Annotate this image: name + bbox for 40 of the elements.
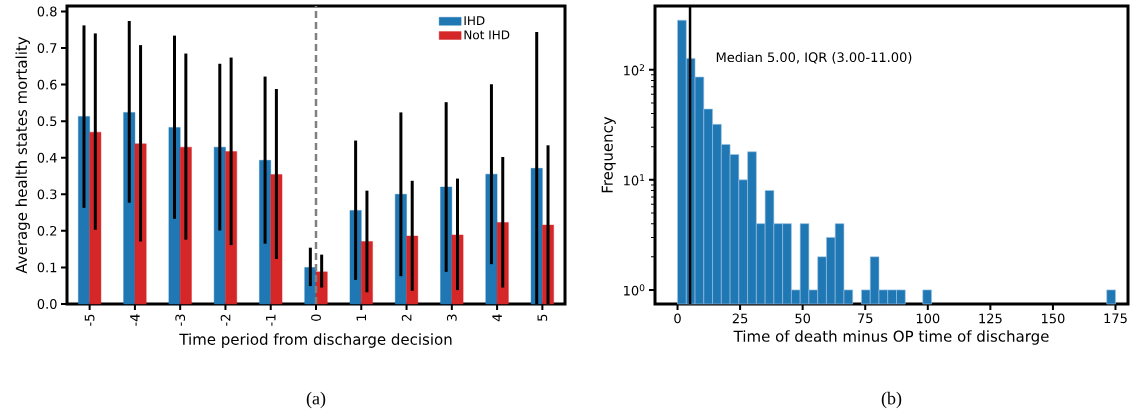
x-tick-label: 5 [537,314,548,321]
y-tick-label: 0.6 [37,79,57,90]
y-tick-label: 10$^{0}$ [624,284,645,296]
x-tick-label: 150 [1041,313,1065,324]
x-tick-label: 4 [492,314,502,322]
x-tick-label: -3 [175,314,186,326]
x-tick-label: 25 [732,313,748,324]
text: (a) [306,391,326,409]
x-axis-title: Time period from discharge decision [179,333,452,348]
y-tick-label: 0.4 [37,152,57,163]
x-tick-label: 175 [1104,313,1127,324]
x-axis-title: Time of death minus OP time of discharge [733,330,1049,345]
y-tick-label: 0.8 [37,6,57,17]
text: (b) [881,391,902,409]
x-tick-label: 0 [674,313,681,324]
x-tick-label: 125 [979,313,1002,324]
y-tick-label: 0.1 [37,262,57,273]
x-tick-label: -4 [130,314,140,326]
y-tick-label: 10$^{1}$ [624,174,645,186]
y-tick-label: 0.2 [37,225,57,236]
y-axis-title: Frequency [601,116,616,193]
x-tick-label: 2 [401,314,412,321]
x-tick-label: 0 [311,314,321,321]
ref-line-label: Median 5.00, IQR (3.00-11.00) [716,52,912,64]
x-tick-label: 100 [916,313,940,324]
x-tick-label: 3 [446,314,457,321]
y-tick-label: 0.5 [37,116,57,127]
x-tick-label: -2 [220,314,231,326]
x-tick-label: -5 [84,314,95,326]
y-tick-label: 0.7 [37,43,57,53]
legend-label: Not IHD [464,30,510,40]
legend-label: IHD [464,16,485,25]
x-tick-label: 75 [858,313,873,324]
x-tick-label: -1 [266,314,276,326]
x-tick-label: 50 [795,313,811,324]
y-tick-label: 0.0 [37,299,57,309]
y-tick-label: 10$^{2}$ [624,64,645,76]
y-tick-label: 0.3 [37,189,57,200]
x-tick-label: 1 [356,314,367,321]
y-axis-title: Average health states mortality [15,36,30,274]
